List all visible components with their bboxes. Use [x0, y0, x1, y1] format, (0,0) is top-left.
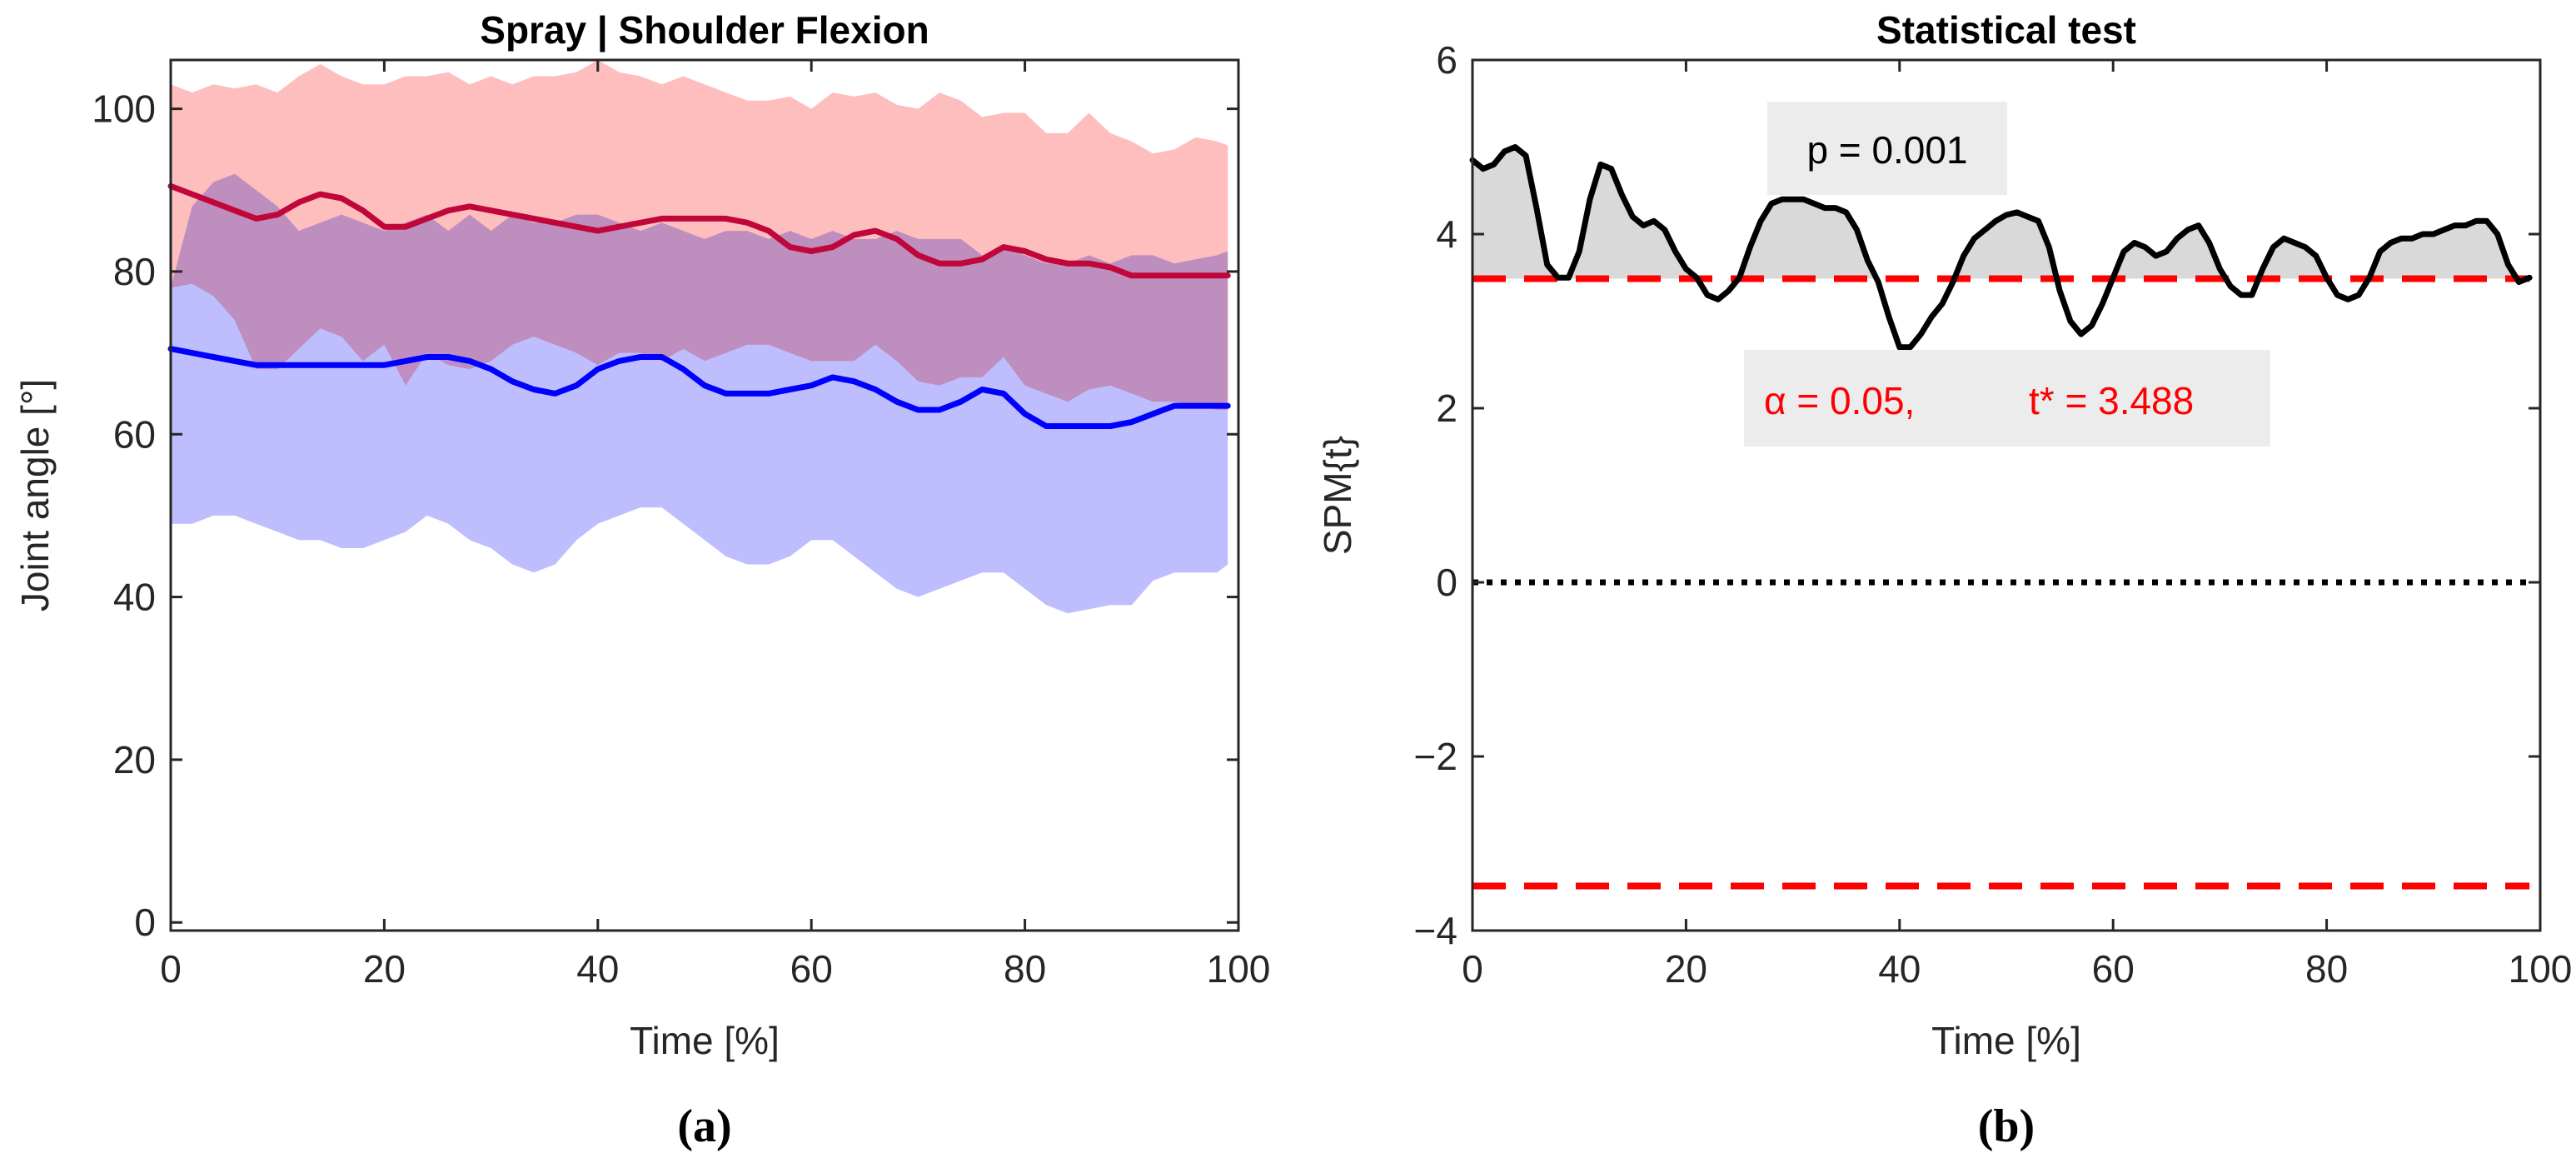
b-y-tick-label: 4 [1436, 212, 1457, 256]
b-lines [1469, 144, 2533, 351]
a-x-tick-label: 60 [790, 947, 833, 991]
b-y-tick-label: −4 [1414, 909, 1457, 952]
p-value-box [1767, 102, 2007, 195]
a-x-tick-label: 40 [576, 947, 619, 991]
b-x-tick-label: 80 [2305, 947, 2348, 991]
alpha-box [1744, 350, 2270, 447]
a-chart-title: Spray | Shoulder Flexion [480, 8, 929, 52]
p-value-label: p = 0.001 [1806, 128, 1967, 172]
a-x-tick-label: 100 [1207, 947, 1271, 991]
a-panel-label: (a) [677, 1101, 731, 1152]
a-band-series-1 [171, 173, 1228, 614]
tstar-label: t* = 3.488 [2029, 379, 2194, 422]
b-x-tick-label: 20 [1665, 947, 1707, 991]
b-y-tick-label: 0 [1436, 561, 1457, 604]
b-suprathreshold-area [1472, 147, 2530, 279]
chart-panel-b: 0 20 40 60 80 100 −4 −2 0 2 4 6 p = 0.001 α = 0.05,… [1316, 8, 2572, 1152]
alpha-label: α = 0.05, [1764, 379, 1915, 422]
a-lines [167, 182, 1231, 429]
b-reference-lines [1472, 275, 2530, 890]
b-x-tick-label: 0 [1462, 947, 1483, 991]
a-y-tick-label: 80 [113, 250, 156, 293]
spm-curve [1469, 144, 2533, 351]
a-y-tick-label: 0 [134, 901, 156, 944]
b-panel-label: (b) [1978, 1101, 2035, 1152]
a-bands [171, 60, 1228, 614]
a-y-tick-label: 20 [113, 738, 156, 781]
b-y-axis-label: SPM{t} [1316, 436, 1359, 555]
b-chart-title: Statistical test [1876, 8, 2136, 52]
b-x-tick-label: 40 [1878, 947, 1921, 991]
b-y-tick-label: −2 [1414, 735, 1457, 778]
a-axes-box [169, 58, 1240, 932]
b-x-tick-label: 100 [2509, 947, 2573, 991]
a-ticks: 0 20 40 60 80 100 0 20 40 60 80 100 [92, 60, 1270, 991]
b-suprathreshold-fill [1472, 147, 2530, 279]
b-x-tick-label: 60 [2092, 947, 2135, 991]
a-x-tick-label: 20 [363, 947, 406, 991]
a-y-axis-label: Joint angle [°] [13, 379, 57, 611]
b-y-tick-label: 6 [1436, 38, 1457, 82]
a-y-tick-label: 40 [113, 576, 156, 619]
b-axes-box [1471, 58, 2542, 932]
a-y-tick-label: 100 [92, 87, 156, 131]
a-x-axis-label: Time [%] [630, 1019, 780, 1062]
b-ticks: 0 20 40 60 80 100 −4 −2 0 2 4 6 [1414, 38, 2573, 991]
b-x-axis-label: Time [%] [1931, 1019, 2081, 1062]
a-y-tick-label: 60 [113, 412, 156, 456]
a-x-tick-label: 0 [160, 947, 182, 991]
a-line-series-1 [167, 346, 1231, 429]
b-y-tick-label: 2 [1436, 387, 1457, 430]
a-x-tick-label: 80 [1004, 947, 1046, 991]
a-line-series-0 [167, 182, 1231, 279]
chart-panel-a: 0 20 40 60 80 100 0 20 40 60 80 100 Spray | Shoulde… [13, 8, 1270, 1152]
